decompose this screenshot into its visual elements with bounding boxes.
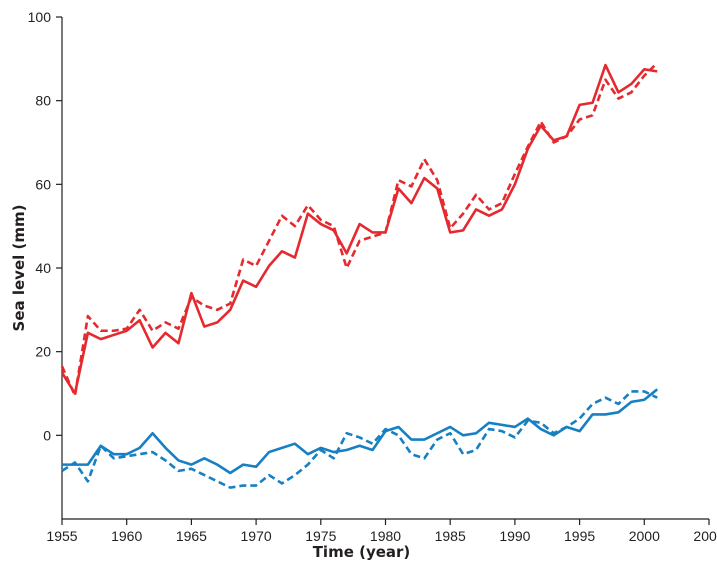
y-tick-label: 100 bbox=[28, 9, 52, 25]
y-axis-ticks: 0 20 40 60 80 100 bbox=[28, 9, 62, 443]
y-tick-label: 80 bbox=[35, 93, 51, 109]
red-solid-series-line bbox=[60, 63, 658, 395]
x-tick-label: 1955 bbox=[46, 528, 77, 544]
x-tick-label: 1975 bbox=[305, 528, 336, 544]
x-tick-label: 1990 bbox=[499, 528, 530, 544]
x-tick-label: 1985 bbox=[435, 528, 466, 544]
x-tick-label: 1960 bbox=[111, 528, 142, 544]
blue-solid-series-line bbox=[62, 388, 659, 475]
y-tick-label: 60 bbox=[35, 176, 51, 192]
x-tick-label: 1995 bbox=[564, 528, 595, 544]
red-dashed-series-line bbox=[60, 62, 659, 397]
y-tick-label: 40 bbox=[35, 260, 51, 276]
y-tick-label: 0 bbox=[43, 427, 51, 443]
y-axis-title: Sea level (mm) bbox=[10, 205, 28, 332]
blue-dashed-series-line bbox=[61, 390, 658, 489]
x-tick-label: 2000 bbox=[629, 528, 660, 544]
x-axis-title: Time (year) bbox=[313, 543, 411, 561]
axes bbox=[61, 17, 709, 520]
x-tick-label: 1965 bbox=[176, 528, 207, 544]
series-lines bbox=[60, 62, 659, 489]
x-tick-label: 1980 bbox=[370, 528, 401, 544]
x-tick-label: 2005 bbox=[693, 528, 717, 544]
axis-frame bbox=[61, 17, 709, 520]
x-axis-ticks: 1955 1960 1965 1970 1975 1980 1985 1990 1995 2000… bbox=[46, 519, 717, 544]
y-tick-label: 20 bbox=[35, 344, 51, 360]
x-tick-label: 1970 bbox=[241, 528, 272, 544]
